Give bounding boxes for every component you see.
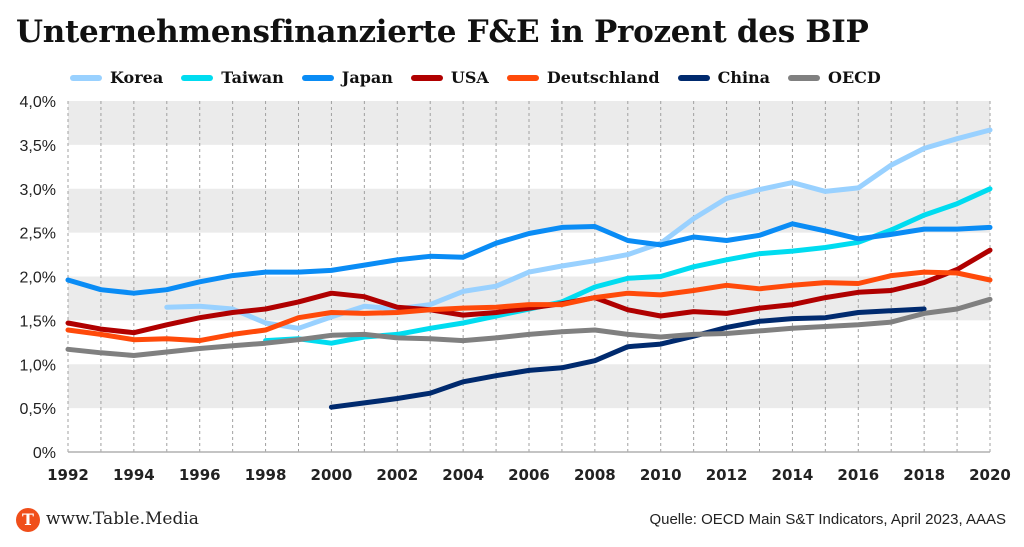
x-tick-label: 1994 [113,466,155,484]
legend-item-taiwan: Taiwan [181,68,284,87]
footer-source: Quelle: OECD Main S&T Indicators, April … [649,511,1006,528]
x-tick-label: 2000 [311,466,353,484]
legend-swatch [70,74,102,81]
legend-item-deutschland: Deutschland [506,68,660,87]
y-tick-label: 2,5% [20,226,56,243]
y-tick-label: 1,5% [20,313,56,330]
legend-label: OECD [828,68,881,87]
legend-swatch [506,74,539,81]
y-tick-label: 1,0% [20,357,56,374]
series-line-china [328,306,927,410]
x-tick-label: 2014 [772,466,814,484]
y-tick-label: 0% [33,445,56,462]
series-line-oecd [65,296,993,358]
x-tick-label: 1992 [47,466,89,484]
legend-swatch [788,74,821,81]
legend-swatch [677,74,710,81]
table-media-logo-icon: T [16,508,40,532]
legend: Korea Taiwan Japan USA Deutschland China… [70,68,899,87]
y-tick-label: 2,0% [20,270,56,287]
x-tick-label: 2010 [640,466,682,484]
y-tick-label: 0,5% [20,401,56,418]
legend-swatch [410,74,443,81]
legend-swatch [181,74,214,81]
x-tick-label: 2012 [706,466,748,484]
legend-item-japan: Japan [301,68,393,87]
series-line-korea [164,127,993,331]
chart-title: Unternehmensfinanzierte F&E in Prozent d… [16,14,869,50]
x-tick-label: 2008 [574,466,616,484]
x-tick-label: 2018 [903,466,945,484]
legend-label: Japan [341,68,393,87]
legend-label: China [717,68,771,87]
x-tick-label: 2006 [508,466,550,484]
footer-site-link[interactable]: www.Table.Media [46,509,199,529]
series-line-usa [65,247,993,336]
y-tick-label: 4,0% [20,94,56,111]
x-tick-label: 2002 [376,466,418,484]
legend-label: Korea [110,68,164,87]
legend-label: Deutschland [546,68,660,87]
x-tick-label: 1996 [179,466,221,484]
series-line-japan [65,221,993,296]
x-tick-label: 2016 [837,466,879,484]
legend-item-korea: Korea [70,68,163,87]
legend-item-china: China [677,68,771,87]
legend-label: Taiwan [221,68,284,87]
y-tick-label: 3,0% [20,182,56,199]
series-line-deutschland [65,269,993,344]
legend-label: USA [450,68,489,87]
line-chart: 0% 0,5% 1,0% 1,5% 2,0% 2,5% 3,0% 3,5% 4,0% 1992 19… [20,94,1011,484]
x-tick-label: 2004 [442,466,484,484]
legend-item-oecd: OECD [788,68,881,87]
legend-swatch [301,74,334,81]
x-tick-label: 2020 [969,466,1011,484]
legend-item-usa: USA [410,68,489,87]
y-tick-label: 3,5% [20,138,56,155]
x-tick-label: 1998 [245,466,287,484]
